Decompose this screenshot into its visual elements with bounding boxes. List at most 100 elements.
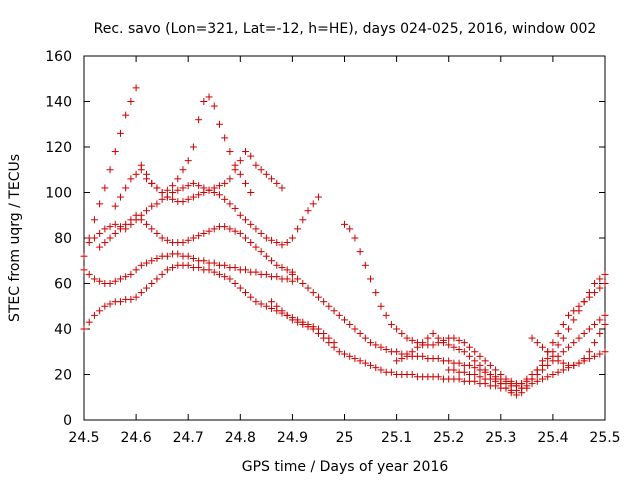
data-point xyxy=(200,98,208,105)
data-point xyxy=(294,318,302,326)
data-point xyxy=(111,148,119,156)
data-point xyxy=(518,389,526,397)
data-point xyxy=(122,273,130,281)
data-point xyxy=(143,175,151,183)
data-point xyxy=(544,355,552,363)
data-point xyxy=(434,334,442,342)
data-point xyxy=(163,186,171,194)
data-point xyxy=(195,182,203,190)
data-point xyxy=(158,195,166,203)
data-point xyxy=(215,182,223,190)
data-point xyxy=(226,148,234,156)
data-point xyxy=(367,361,375,369)
data-point xyxy=(492,366,500,374)
data-point xyxy=(226,275,234,283)
data-point xyxy=(455,345,463,353)
data-point xyxy=(591,289,599,297)
data-point xyxy=(116,129,124,137)
data-point xyxy=(393,357,401,365)
x-tick-label: 25 xyxy=(336,430,354,446)
data-point xyxy=(215,191,223,199)
chart-title: Rec. savo (Lon=321, Lat=-12, h=HE), days… xyxy=(94,21,597,37)
data-point xyxy=(210,259,218,267)
data-point xyxy=(195,264,203,272)
data-point xyxy=(393,325,401,333)
data-point xyxy=(106,223,114,231)
data-point xyxy=(377,343,385,351)
x-axis-label: GPS time / Days of year 2016 xyxy=(242,459,449,475)
data-point xyxy=(601,280,609,287)
data-point xyxy=(304,284,312,292)
data-point xyxy=(367,339,375,347)
data-point xyxy=(565,311,573,319)
data-point xyxy=(189,234,197,242)
data-point xyxy=(361,359,369,367)
data-point xyxy=(314,330,322,338)
data-point xyxy=(320,298,328,306)
x-tick-label: 24.7 xyxy=(173,430,204,446)
data-point xyxy=(387,320,395,328)
data-point xyxy=(273,261,281,269)
data-point xyxy=(148,225,156,233)
data-point xyxy=(252,243,260,251)
data-point xyxy=(106,234,114,242)
data-point xyxy=(481,357,489,365)
data-point xyxy=(184,195,192,203)
data-point xyxy=(570,339,578,347)
data-point xyxy=(544,361,552,369)
data-point xyxy=(330,307,338,315)
data-point xyxy=(580,355,588,363)
data-point xyxy=(247,239,255,247)
data-point xyxy=(476,361,484,369)
data-point xyxy=(116,225,124,233)
data-point xyxy=(585,325,593,333)
data-point xyxy=(111,202,119,210)
data-point xyxy=(351,325,359,333)
data-point xyxy=(80,252,88,260)
data-point xyxy=(283,275,291,283)
data-point xyxy=(137,216,145,224)
data-point xyxy=(466,361,474,369)
data-point xyxy=(143,259,151,267)
data-point xyxy=(273,302,281,310)
data-point xyxy=(356,357,364,365)
data-point xyxy=(210,184,218,192)
data-point xyxy=(476,352,484,360)
data-point xyxy=(116,193,124,201)
y-tick-label: 20 xyxy=(54,368,72,384)
x-tick-label: 24.6 xyxy=(121,430,152,446)
data-point xyxy=(283,266,291,274)
data-point xyxy=(314,193,322,201)
x-tick-label: 25.3 xyxy=(485,430,516,446)
data-point xyxy=(455,375,463,383)
data-point xyxy=(262,302,270,310)
data-point xyxy=(210,102,218,110)
data-point xyxy=(127,216,135,224)
data-point xyxy=(210,225,218,233)
data-point xyxy=(398,330,406,338)
data-point xyxy=(221,134,229,142)
data-point xyxy=(361,334,369,342)
data-point xyxy=(372,341,380,349)
data-point xyxy=(575,334,583,342)
data-point xyxy=(512,382,520,390)
data-point xyxy=(585,293,593,301)
data-point xyxy=(585,348,593,356)
data-point xyxy=(90,275,98,283)
data-point xyxy=(471,348,479,356)
data-point xyxy=(169,264,177,272)
data-point xyxy=(158,270,166,278)
data-point xyxy=(299,216,307,224)
data-point xyxy=(200,189,208,196)
data-point xyxy=(486,375,494,383)
data-point xyxy=(231,204,239,212)
data-point xyxy=(278,184,286,192)
data-point xyxy=(341,316,348,324)
data-point xyxy=(189,193,197,201)
data-point xyxy=(335,311,343,319)
data-point xyxy=(346,320,354,328)
data-point xyxy=(116,298,124,306)
data-point xyxy=(299,280,307,287)
data-point xyxy=(288,234,296,242)
data-point xyxy=(231,227,239,235)
